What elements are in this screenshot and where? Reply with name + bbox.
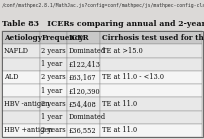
Bar <box>2 31 40 44</box>
Bar <box>100 71 202 84</box>
Bar <box>100 44 202 58</box>
Bar <box>2 124 40 137</box>
Bar <box>100 84 202 97</box>
Bar <box>40 84 67 97</box>
Bar <box>40 124 67 137</box>
Bar <box>100 58 202 71</box>
Bar <box>67 71 100 84</box>
Bar <box>67 58 100 71</box>
Bar <box>67 124 100 137</box>
Text: 1 year: 1 year <box>41 113 63 121</box>
Text: NAFLD: NAFLD <box>4 47 29 55</box>
Bar <box>2 31 203 137</box>
Text: ALD: ALD <box>4 74 18 81</box>
Text: £122,413: £122,413 <box>69 60 101 68</box>
Text: TE at >15.0: TE at >15.0 <box>102 47 142 55</box>
Text: Aetiology: Aetiology <box>4 34 42 42</box>
Bar <box>67 31 100 44</box>
Text: HBV +antigen: HBV +antigen <box>4 126 52 134</box>
Bar <box>40 31 67 44</box>
Bar <box>67 111 100 124</box>
Bar <box>67 84 100 97</box>
Text: 1 year: 1 year <box>41 87 63 95</box>
Text: £54,408: £54,408 <box>69 100 97 108</box>
Bar <box>40 71 67 84</box>
Text: £36,552: £36,552 <box>69 126 96 134</box>
Text: 2 years: 2 years <box>41 126 66 134</box>
Bar <box>2 71 40 84</box>
Bar <box>40 44 67 58</box>
Bar <box>67 44 100 58</box>
Bar <box>100 31 202 44</box>
Bar <box>40 111 67 124</box>
Bar <box>67 97 100 111</box>
Bar <box>40 97 67 111</box>
Text: £63,167: £63,167 <box>69 74 96 81</box>
Bar <box>100 124 202 137</box>
Text: /conf/mathpec2.8.1/MathJac.js?config=conf/mathpec/js/mathpec-config-classes.3.4.: /conf/mathpec2.8.1/MathJac.js?config=con… <box>2 3 204 8</box>
Text: Cirrhosis test used for the: Cirrhosis test used for the <box>102 34 204 42</box>
Bar <box>100 97 202 111</box>
Text: Dominated: Dominated <box>69 113 106 121</box>
Text: ICER: ICER <box>69 34 90 42</box>
Text: TE at 11.0: TE at 11.0 <box>102 126 137 134</box>
Text: Frequency: Frequency <box>41 34 84 42</box>
Bar <box>2 97 40 111</box>
Text: Table 83   ICERs comparing annual and 2-yearly surveillanc: Table 83 ICERs comparing annual and 2-ye… <box>2 20 204 28</box>
Bar <box>2 44 40 58</box>
Text: TE at 11.0 - <13.0: TE at 11.0 - <13.0 <box>102 74 164 81</box>
Text: £120,390: £120,390 <box>69 87 101 95</box>
Text: Dominated: Dominated <box>69 47 106 55</box>
Text: 1 year: 1 year <box>41 60 63 68</box>
Text: 2 years: 2 years <box>41 47 66 55</box>
Bar <box>100 111 202 124</box>
Text: 2 years: 2 years <box>41 100 66 108</box>
Text: 2 years: 2 years <box>41 74 66 81</box>
Bar <box>40 58 67 71</box>
Bar <box>2 111 40 124</box>
Text: TE at 11.0: TE at 11.0 <box>102 100 137 108</box>
Bar <box>2 84 40 97</box>
Bar <box>2 58 40 71</box>
Text: HBV -antigen: HBV -antigen <box>4 100 49 108</box>
